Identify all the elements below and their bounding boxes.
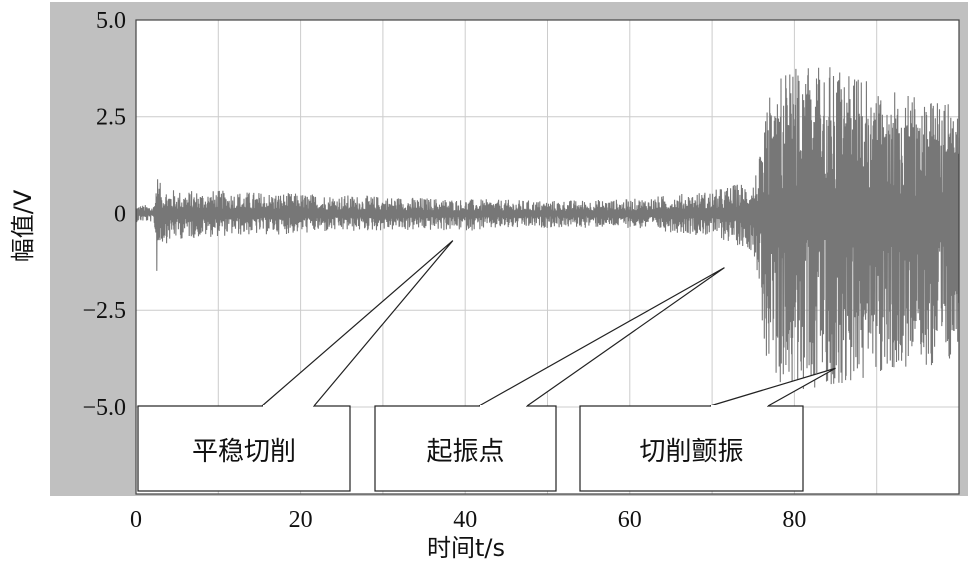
x-tick-labels: 0 20 40 60 80 (130, 507, 806, 533)
x-tick-label: 60 (618, 507, 642, 533)
annotation-label: 平稳切削 (192, 437, 296, 467)
y-tick-label: −5.0 (82, 395, 126, 421)
annotation-box (137, 405, 351, 492)
y-tick-label: 2.5 (96, 105, 126, 131)
y-tick-labels: 5.0 2.5 0 −2.5 −5.0 (82, 8, 126, 421)
x-axis-title: 时间t/s (427, 534, 505, 562)
y-axis-title: 幅值/V (9, 189, 37, 262)
annotation-pointer (261, 240, 454, 407)
x-tick-label: 40 (453, 507, 477, 533)
x-tick-label: 20 (289, 507, 313, 533)
waveform-line (135, 67, 960, 390)
annotations: 平稳切削 起振点 切削颤振 (137, 240, 836, 492)
annotation-label: 起振点 (426, 437, 504, 467)
annotation-label: 切削颤振 (639, 437, 743, 467)
annotation-pointer (478, 267, 725, 407)
x-tick-label: 80 (782, 507, 806, 533)
annotation-pointer (709, 367, 836, 407)
waveform-series (135, 67, 960, 390)
x-tick-label: 0 (130, 507, 142, 533)
y-tick-label: 5.0 (96, 8, 126, 34)
annotation-box (579, 405, 804, 492)
annotation-box (374, 405, 557, 492)
plot-frame (135, 19, 960, 495)
y-tick-label: 0 (114, 201, 126, 227)
y-tick-label: −2.5 (82, 298, 126, 324)
